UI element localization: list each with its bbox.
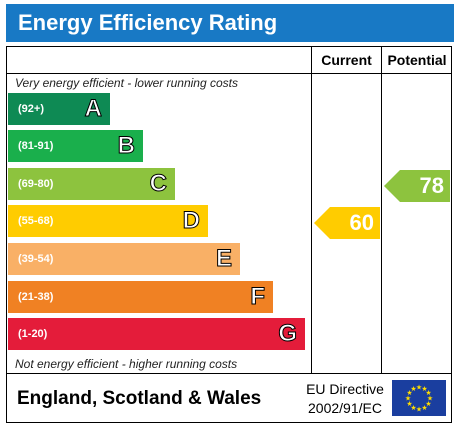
band-b: (81-91) B [8,130,143,162]
band-range-label: (55-68) [18,215,54,227]
flag-star: ★ [421,404,427,412]
rating-arrow-shape [384,170,450,202]
flag-star: ★ [425,389,431,397]
directive-line-2: 2002/91/EC [308,400,382,416]
footer: England, Scotland & Wales EU Directive 2… [6,373,452,423]
potential-column-header: Potential [387,52,447,68]
flag-star: ★ [406,400,412,408]
band-range-label: (69-80) [18,178,54,190]
rating-arrow-shape [314,207,380,239]
bottom-note: Not energy efficient - higher running co… [15,357,238,371]
band-range-label: (21-38) [18,291,54,303]
rating-value: 78 [419,173,444,198]
column-divider [381,46,382,374]
band-letter: D [182,207,200,235]
flag-star: ★ [406,389,412,397]
flag-star: ★ [427,395,433,403]
band-g: (1-20) G [8,318,305,350]
header-divider [6,73,452,74]
band-range-label: (39-54) [18,253,54,265]
current-column-header: Current [321,52,372,68]
flag-star: ★ [410,385,416,393]
flag-star: ★ [425,400,431,408]
band-e: (39-54) E [8,243,240,275]
column-divider [311,46,312,374]
flag-star: ★ [416,406,422,414]
band-range-label: (1-20) [18,328,48,340]
band-a: (92+) A [8,93,110,125]
band-letter: G [278,320,298,348]
directive-line-1: EU Directive [306,381,384,397]
band-range-label: (81-91) [18,140,54,152]
flag-star: ★ [405,395,411,403]
band-letter: E [215,245,232,273]
eu-flag-icon: ★ ★ ★ ★ ★ ★ ★ ★ ★ ★ ★ ★ [392,380,446,416]
chart-title: Energy Efficiency Rating [6,4,454,42]
band-letter: A [84,95,102,123]
potential-rating-arrow: 78 [384,170,450,202]
band-letter: C [149,170,167,198]
band-letter: F [250,283,266,311]
band-c: (69-80) C [8,168,175,200]
flag-star: ★ [416,384,422,392]
rating-value: 60 [349,210,374,235]
top-note: Very energy efficient - lower running co… [15,76,238,90]
flag-star: ★ [410,404,416,412]
eu-directive: EU Directive 2002/91/EC [299,380,391,418]
region-label: England, Scotland & Wales [17,388,262,409]
flag-star: ★ [421,385,427,393]
band-f: (21-38) F [8,281,273,313]
current-rating-arrow: 60 [314,207,380,239]
band-range-label: (92+) [18,103,44,115]
band-d: (55-68) D [8,205,208,237]
band-letter: B [117,132,135,160]
